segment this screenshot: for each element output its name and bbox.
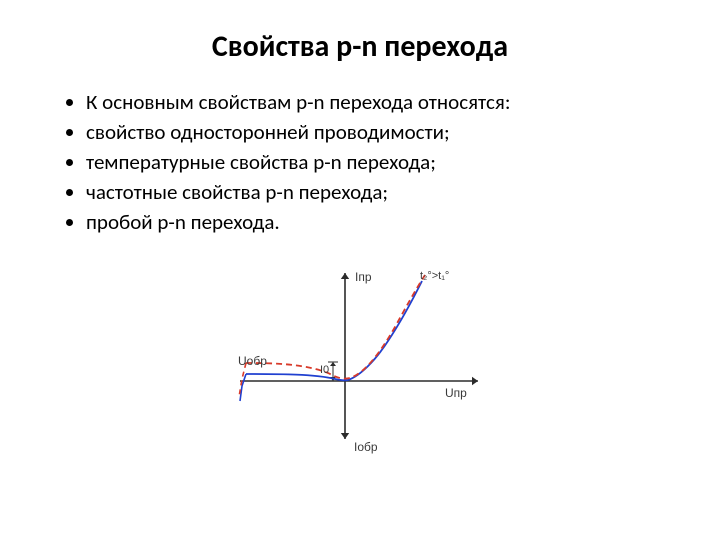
list-item: К основным свойствам p-n перехода относя… bbox=[86, 89, 670, 115]
axis-label-temp: t₂°>t₁° bbox=[420, 270, 449, 282]
axis-label-i0: I0 bbox=[320, 364, 329, 376]
list-item: свойство односторонней проводимости; bbox=[86, 119, 670, 145]
iv-curve-chart: Iпр Iобр Uпр Uобр I0 t₂°>t₁° bbox=[220, 261, 500, 461]
list-item: температурные свойства p-n перехода; bbox=[86, 149, 670, 175]
x-axis-arrow-icon bbox=[472, 377, 478, 385]
list-item: пробой p-n перехода. bbox=[86, 209, 670, 235]
i0-arrow-up-icon bbox=[330, 362, 336, 366]
curve-t2-reverse bbox=[239, 363, 246, 397]
axis-label-x_right: Uпр bbox=[445, 386, 467, 400]
curve-t2 bbox=[246, 275, 425, 379]
bullet-list: К основным свойствам p-n перехода относя… bbox=[60, 89, 670, 235]
chart-container: Iпр Iобр Uпр Uобр I0 t₂°>t₁° bbox=[50, 261, 670, 466]
axis-label-x_left: Uобр bbox=[238, 354, 267, 368]
axis-label-y_bot: Iобр bbox=[354, 440, 378, 454]
list-item: частотные свойства p-n перехода; bbox=[86, 179, 670, 205]
y-axis-up-arrow-icon bbox=[341, 273, 349, 279]
curve-t1-reverse bbox=[240, 374, 246, 401]
axis-label-y_top: Iпр bbox=[355, 270, 372, 284]
y-axis-down-arrow-icon bbox=[341, 433, 349, 439]
slide-title: Свойства p-n перехода bbox=[50, 28, 670, 65]
